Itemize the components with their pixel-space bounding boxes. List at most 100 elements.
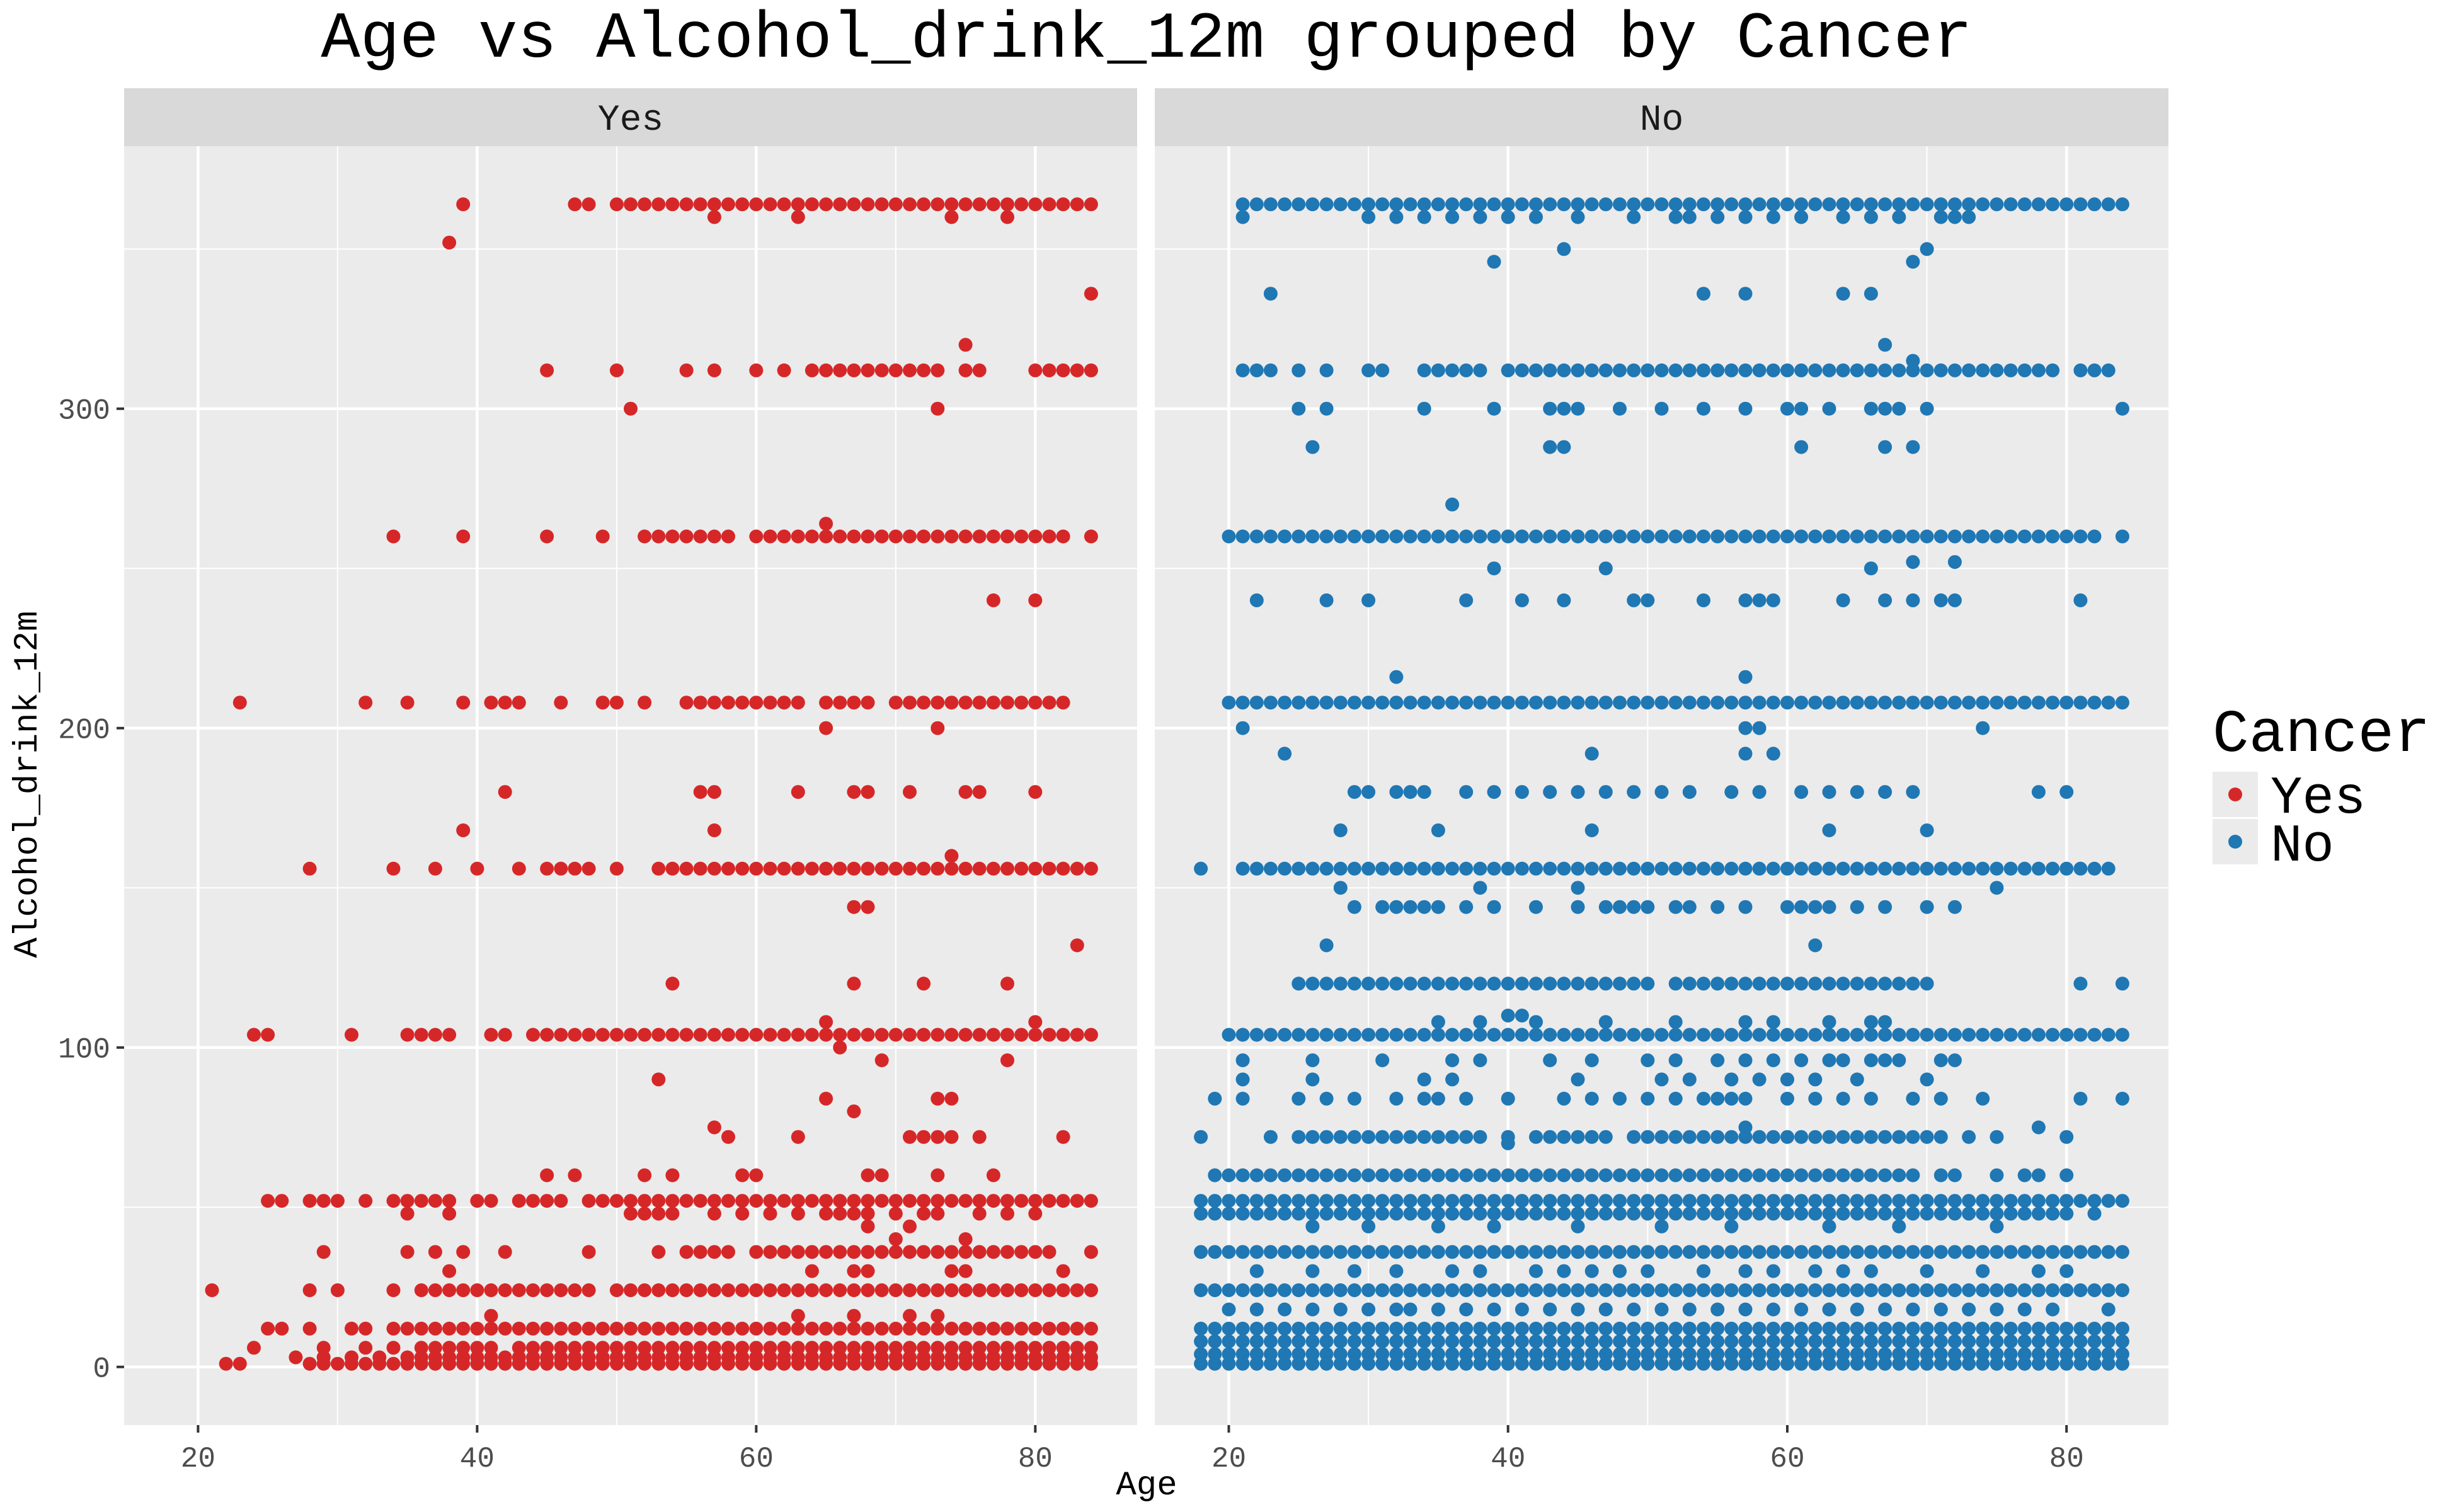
- data-point: [1445, 1028, 1460, 1042]
- data-point: [1584, 823, 1599, 837]
- data-point: [861, 861, 875, 876]
- data-point: [1459, 529, 1474, 544]
- data-point: [484, 1309, 498, 1323]
- data-point: [1641, 529, 1655, 544]
- data-point: [1738, 1130, 1753, 1144]
- x-tick-label: 20: [1211, 1443, 1246, 1475]
- data-point: [261, 1321, 275, 1336]
- data-point: [1557, 1321, 1571, 1336]
- data-point: [1584, 1053, 1599, 1067]
- data-point: [874, 1341, 889, 1355]
- data-point: [1697, 1091, 1710, 1106]
- data-point: [1906, 440, 1920, 454]
- data-point: [1487, 529, 1501, 544]
- data-point: [1697, 401, 1710, 416]
- data-point: [1738, 1302, 1753, 1317]
- data-point: [1571, 1206, 1585, 1221]
- data-point: [1431, 823, 1445, 837]
- data-point: [1028, 1356, 1043, 1371]
- data-point: [456, 1283, 471, 1297]
- data-point: [874, 1321, 889, 1336]
- data-point: [944, 197, 959, 212]
- data-point: [1417, 1321, 1431, 1336]
- data-point: [1738, 1334, 1753, 1349]
- data-point: [1403, 1283, 1418, 1297]
- data-point: [1892, 1130, 1906, 1144]
- data-point: [847, 785, 861, 799]
- data-point: [1014, 1341, 1029, 1355]
- data-point: [1000, 197, 1014, 212]
- data-point: [958, 338, 973, 352]
- data-point: [316, 1356, 331, 1371]
- data-point: [1459, 976, 1474, 991]
- data-point: [1042, 1028, 1057, 1042]
- data-point: [679, 1356, 694, 1371]
- data-point: [1445, 1130, 1460, 1144]
- data-point: [1947, 555, 1962, 570]
- data-point: [847, 1104, 861, 1119]
- data-point: [1878, 440, 1893, 454]
- data-point: [484, 1341, 498, 1355]
- data-point: [1906, 1194, 1920, 1208]
- data-point: [2017, 529, 2032, 544]
- data-point: [1808, 861, 1823, 876]
- data-point: [777, 1194, 791, 1208]
- data-point: [2003, 1347, 2018, 1361]
- data-point: [1473, 1264, 1487, 1278]
- data-point: [1529, 1130, 1543, 1144]
- data-point: [1598, 561, 1613, 576]
- data-point: [1697, 593, 1710, 607]
- data-point: [1431, 1015, 1445, 1029]
- data-point: [1724, 1028, 1739, 1042]
- data-point: [1878, 401, 1893, 416]
- data-point: [1222, 1245, 1236, 1259]
- data-point: [1836, 1245, 1850, 1259]
- data-point: [1990, 1219, 2004, 1234]
- data-point: [484, 1194, 498, 1208]
- data-point: [386, 861, 401, 876]
- legend-label-yes: Yes: [2271, 769, 2366, 829]
- data-point: [1906, 1245, 1920, 1259]
- data-point: [1529, 1245, 1543, 1259]
- data-point: [1249, 1028, 1264, 1042]
- data-point: [819, 1206, 833, 1221]
- data-point: [2003, 861, 2018, 876]
- data-point: [1431, 900, 1445, 914]
- data-point: [805, 1028, 819, 1042]
- data-point: [1473, 1356, 1487, 1371]
- data-point: [1375, 1194, 1390, 1208]
- data-point: [874, 1194, 889, 1208]
- data-point: [1473, 210, 1487, 224]
- data-point: [1000, 210, 1014, 224]
- data-point: [1962, 1028, 1976, 1042]
- data-point: [1473, 1130, 1487, 1144]
- data-point: [1417, 197, 1431, 212]
- data-point: [1920, 363, 1934, 377]
- data-point: [1682, 210, 1697, 224]
- data-point: [1668, 1015, 1683, 1029]
- data-point: [1347, 900, 1361, 914]
- data-point: [1962, 1194, 1976, 1208]
- data-point: [1417, 1356, 1431, 1371]
- data-point: [1515, 363, 1529, 377]
- data-point: [1305, 1264, 1320, 1278]
- data-point: [1780, 900, 1794, 914]
- data-point: [693, 1028, 707, 1042]
- data-point: [2087, 1028, 2102, 1042]
- data-point: [2073, 1347, 2088, 1361]
- data-point: [1766, 1334, 1780, 1349]
- data-point: [581, 1341, 596, 1355]
- data-point: [554, 861, 568, 876]
- data-point: [1920, 1334, 1934, 1349]
- data-point: [735, 1356, 750, 1371]
- data-point: [1445, 1194, 1460, 1208]
- data-point: [1305, 976, 1320, 991]
- data-point: [470, 1356, 484, 1371]
- data-point: [624, 1206, 638, 1221]
- data-point: [1933, 861, 1948, 876]
- data-point: [749, 1028, 764, 1042]
- data-point: [1459, 696, 1474, 710]
- data-point: [1389, 1334, 1404, 1349]
- data-point: [1235, 1356, 1250, 1371]
